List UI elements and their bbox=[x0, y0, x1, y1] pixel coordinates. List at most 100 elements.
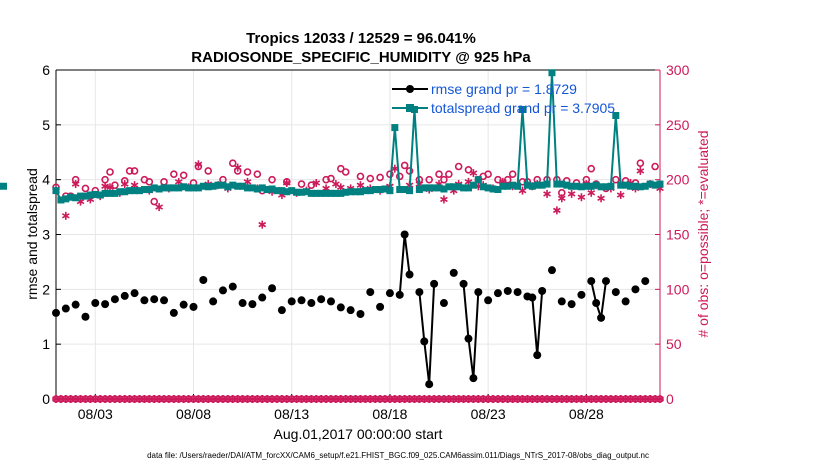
x-axis-label: Aug.01,2017 00:00:00 start bbox=[274, 426, 443, 442]
rmse-point bbox=[169, 308, 178, 317]
totalspread-point bbox=[430, 184, 438, 192]
obs-possible-marker bbox=[204, 167, 213, 175]
totalspread-point bbox=[185, 184, 193, 192]
obs-possible-marker bbox=[508, 170, 517, 178]
legend: rmse grand pr = 1.8729 totalspread grand… bbox=[392, 81, 615, 116]
x-axis-ticks: 08/03 08/08 08/13 08/18 08/23 08/28 bbox=[78, 394, 604, 422]
rmse-line bbox=[462, 283, 480, 379]
rmse-point bbox=[209, 297, 218, 306]
totalspread-point bbox=[91, 190, 99, 198]
rmse-point bbox=[641, 277, 650, 286]
totalspread-point bbox=[646, 180, 654, 188]
rmse-point bbox=[101, 300, 110, 309]
y-axis-left-label: rmse and totalspread bbox=[24, 168, 40, 300]
totalspread-point bbox=[253, 185, 261, 193]
totalspread-point bbox=[514, 182, 522, 190]
totalspread-point bbox=[229, 181, 237, 189]
tick-label-x: 08/28 bbox=[569, 406, 604, 422]
totalspread-point bbox=[415, 186, 423, 194]
totalspread-point bbox=[450, 183, 458, 191]
rmse-point bbox=[493, 289, 502, 298]
obs-possible-marker bbox=[253, 170, 262, 178]
totalspread-point bbox=[523, 181, 531, 189]
obs-evaluated-marker bbox=[155, 203, 163, 212]
totalspread-point bbox=[268, 185, 276, 193]
totalspread-point bbox=[410, 105, 418, 113]
totalspread-point bbox=[150, 184, 158, 192]
obs-possible-marker bbox=[106, 168, 114, 176]
totalspread-point bbox=[435, 184, 443, 192]
totalspread-point bbox=[627, 182, 635, 190]
totalspread-point bbox=[140, 186, 148, 194]
totalspread-point bbox=[131, 187, 139, 195]
totalspread-point bbox=[67, 193, 75, 201]
totalspread-point bbox=[283, 188, 291, 196]
rmse-point bbox=[150, 295, 159, 304]
obs-possible-marker bbox=[435, 170, 443, 178]
totalspread-point bbox=[489, 185, 497, 193]
obs-possible-marker bbox=[337, 164, 345, 173]
totalspread-point bbox=[302, 188, 310, 196]
totalspread-point bbox=[72, 194, 80, 202]
rmse-point bbox=[326, 297, 335, 306]
rmse-point bbox=[513, 288, 522, 297]
obs-possible-marker bbox=[464, 165, 473, 174]
totalspread-point bbox=[57, 196, 65, 204]
obs-possible-marker bbox=[170, 170, 178, 178]
tick-label-x: 08/08 bbox=[176, 406, 211, 422]
rmse-point bbox=[336, 303, 345, 312]
obs-possible-marker bbox=[81, 184, 90, 193]
totalspread-point bbox=[371, 186, 379, 194]
data-file-footer: data file: /Users/raeder/DAI/ATM_forcXX/… bbox=[147, 451, 649, 460]
y-axis-left-ticks: 0 1 2 3 4 5 6 bbox=[42, 62, 61, 407]
totalspread-point bbox=[239, 182, 247, 190]
totalspread-point bbox=[347, 188, 355, 196]
totalspread-point bbox=[548, 69, 556, 77]
totalspread-point bbox=[189, 184, 197, 192]
rmse-line bbox=[418, 283, 436, 385]
totalspread-point bbox=[145, 186, 153, 194]
obs-possible-marker bbox=[322, 175, 330, 184]
chart-title-line1: Tropics 12033 / 12529 = 96.041% bbox=[246, 30, 476, 47]
totalspread-point bbox=[258, 184, 266, 192]
rmse-point bbox=[228, 282, 237, 291]
obs-evaluated-marker bbox=[356, 181, 365, 190]
totalspread-point bbox=[224, 183, 232, 191]
totalspread-point bbox=[656, 180, 664, 188]
totalspread-point bbox=[396, 186, 404, 194]
obs-evaluated-marker bbox=[577, 193, 586, 202]
totalspread-point bbox=[194, 184, 202, 192]
rmse-point bbox=[577, 290, 586, 299]
rmse-point bbox=[218, 286, 227, 295]
totalspread-point bbox=[204, 183, 212, 191]
rmse-point bbox=[248, 300, 257, 309]
obs-possible-marker bbox=[612, 175, 620, 184]
rmse-point bbox=[474, 288, 483, 297]
obs-possible-marker bbox=[130, 167, 139, 175]
totalspread-point bbox=[199, 182, 207, 190]
totalspread-point bbox=[352, 188, 360, 196]
rmse-point bbox=[631, 285, 640, 294]
obs-possible-marker bbox=[356, 172, 365, 181]
totalspread-point bbox=[111, 189, 119, 197]
tick-label-left: 3 bbox=[42, 227, 50, 243]
rmse-point bbox=[160, 296, 169, 305]
totalspread-point bbox=[209, 182, 217, 190]
legend-spread-marker bbox=[406, 104, 414, 112]
obs-zero-evaluated-marker bbox=[656, 395, 664, 403]
rmse-point bbox=[189, 302, 198, 311]
obs-possible-marker bbox=[494, 175, 502, 184]
totalspread-point bbox=[469, 181, 477, 189]
totalspread-point bbox=[479, 183, 487, 191]
rmse-point bbox=[61, 304, 70, 313]
obs-possible-marker bbox=[376, 173, 384, 182]
rmse-point bbox=[503, 286, 512, 295]
totalspread-point bbox=[509, 181, 517, 189]
totalspread-point bbox=[317, 189, 325, 197]
obs-evaluated-marker bbox=[258, 220, 267, 229]
tick-label-left: 5 bbox=[42, 117, 50, 133]
obs-possible-marker bbox=[386, 170, 394, 178]
totalspread-point bbox=[425, 184, 433, 192]
totalspread-point bbox=[52, 187, 60, 195]
